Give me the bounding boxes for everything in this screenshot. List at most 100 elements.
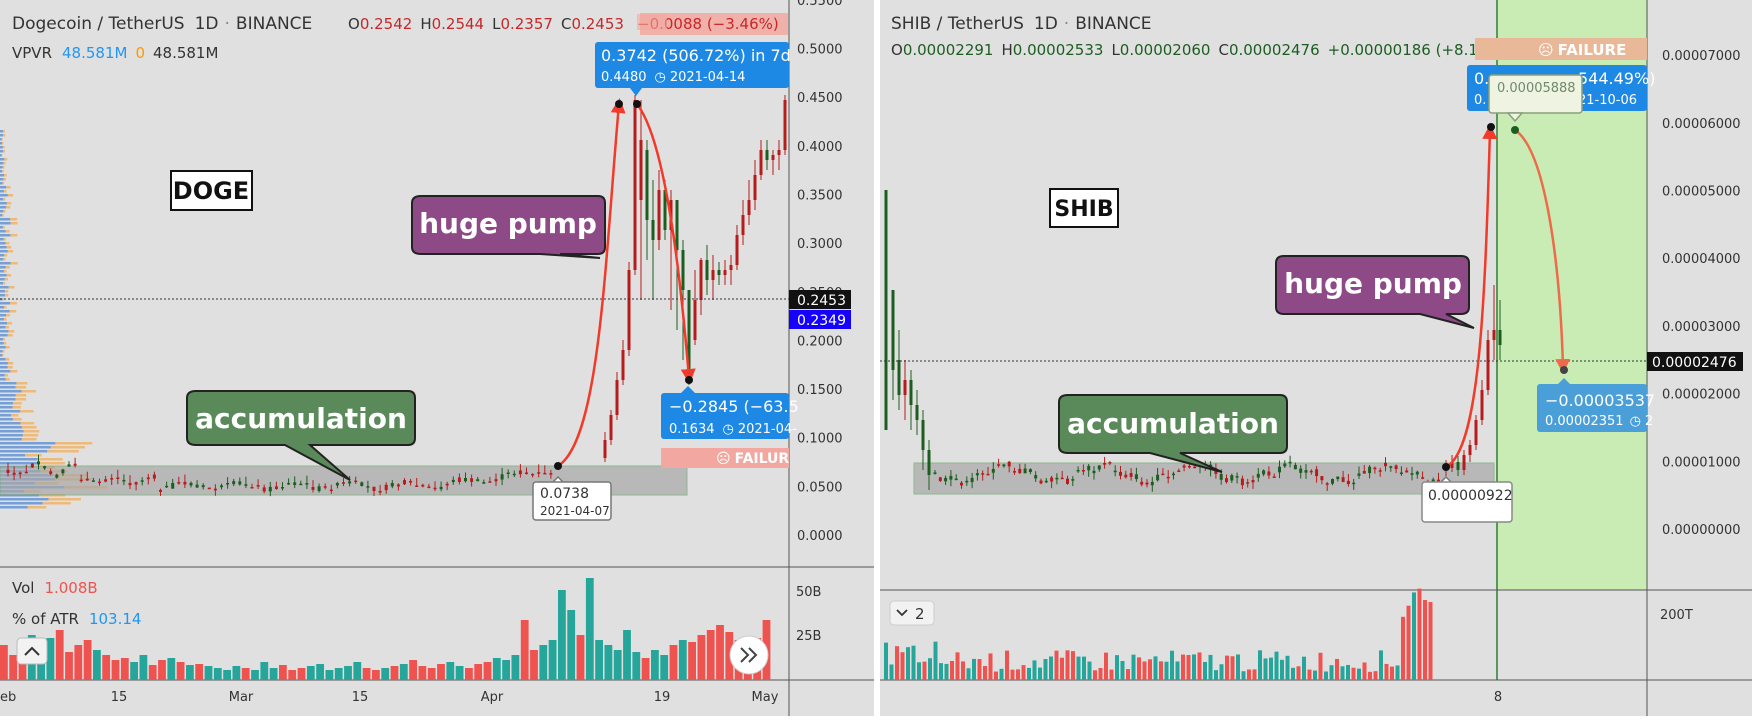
shib-candle-body — [1182, 465, 1186, 468]
doge-volume-bar — [660, 655, 669, 680]
shib-volume-bar — [1274, 651, 1279, 680]
shib-candle-body — [884, 190, 888, 430]
shib-ticker-box — [1049, 188, 1119, 228]
doge-profile-bar — [0, 206, 7, 209]
shib-candle-body — [1352, 482, 1356, 485]
doge-profile-bar — [21, 438, 37, 441]
shib-candle-body — [1055, 477, 1059, 480]
doge-profile-bar — [0, 134, 4, 137]
doge-profile-bar — [0, 170, 3, 173]
doge-volume-bar — [288, 670, 297, 680]
doge-profile-bar — [0, 462, 40, 465]
shib-volume-bar — [1093, 670, 1097, 680]
shib-candle-body — [1384, 462, 1387, 467]
doge-candle-body — [729, 265, 733, 270]
shib-candle-body — [933, 472, 937, 474]
doge-candle-body — [378, 490, 382, 493]
doge-volume-bar — [595, 640, 603, 680]
doge-profile-bar — [0, 214, 3, 217]
shib-volume-bar — [1208, 654, 1213, 680]
doge-candle-body — [110, 478, 114, 480]
shib-volume-bar — [1120, 661, 1125, 680]
doge-pump-arrow — [557, 98, 626, 468]
doge-profile-bar — [0, 266, 6, 269]
shib-volume-bar — [1164, 661, 1169, 680]
doge-top-label — [595, 42, 789, 88]
doge-candle-body — [250, 487, 254, 489]
doge-candle-body — [232, 481, 236, 485]
doge-profile-bar — [39, 462, 66, 465]
shib-y-tick: 0.00004000 — [1662, 252, 1741, 267]
doge-volume-bar — [632, 652, 641, 680]
shib-candle-body — [1389, 466, 1393, 468]
shib-peak-tooltip — [1488, 74, 1583, 114]
doge-candle-body — [354, 480, 358, 483]
doge-profile-bar — [3, 238, 6, 241]
shib-accumulation-callout-text: accumulation — [1067, 407, 1279, 440]
doge-profile-bar — [10, 302, 17, 305]
doge-time-axis: eb 15 Mar 15 Apr 19 May — [0, 690, 779, 705]
shib-volume-bar — [966, 668, 971, 680]
shib-candle-body — [965, 480, 969, 483]
shib-candle-body — [1251, 480, 1255, 483]
shib-y-tick: 0.00006000 — [1662, 117, 1741, 132]
doge-profile-bar — [5, 346, 10, 349]
doge-profile-bar — [2, 226, 5, 229]
doge-volume-bar — [697, 635, 706, 680]
shib-vol-axis-200t: 200T — [1660, 608, 1693, 623]
doge-profile-bar — [0, 422, 21, 425]
doge-profile-bar — [22, 434, 39, 437]
doge-candle-body — [717, 270, 721, 275]
doge-profile-bar — [0, 246, 7, 249]
doge-drop-arrow — [636, 103, 696, 384]
doge-profile-bar — [4, 158, 8, 161]
shib-pump-callout — [1275, 255, 1475, 329]
doge-volume-bar — [641, 658, 650, 680]
shib-drop-label-change: −0.00003537 — [1545, 391, 1655, 410]
doge-candle-body — [427, 486, 431, 488]
shib-last-price-text: 0.00002476 — [1652, 355, 1737, 371]
shib-volume-bar — [1186, 655, 1191, 680]
chevron-down-icon — [896, 609, 908, 617]
doge-candle-body — [464, 477, 467, 482]
doge-profile-bar — [12, 406, 21, 409]
doge-profile-bar — [0, 362, 8, 365]
shib-volume-bar — [1087, 661, 1092, 680]
shib-volume-bar — [1010, 669, 1015, 680]
doge-volume-bar — [706, 630, 715, 680]
doge-ticker-box — [170, 170, 253, 211]
doge-profile-bar — [7, 334, 13, 337]
doge-scroll-to-realtime-button[interactable] — [729, 635, 769, 675]
doge-profile-bar — [0, 174, 5, 177]
doge-volume-bar — [176, 662, 185, 680]
doge-low-label — [532, 481, 612, 521]
shib-volume-bar — [922, 661, 927, 680]
doge-profile-bar — [2, 166, 5, 169]
doge-candle-body — [699, 260, 703, 300]
doge-volume-bar — [279, 665, 287, 680]
doge-y-tick: 0.4500 — [797, 91, 843, 106]
doge-volume-bar — [725, 632, 734, 680]
shib-drop-arrow — [1514, 128, 1571, 374]
doge-profile-bar — [0, 442, 56, 445]
doge-accumulation-callout — [186, 390, 416, 481]
doge-y-tick: 0.0000 — [797, 529, 843, 544]
doge-profile-bar — [5, 378, 10, 381]
doge-candle-body — [293, 482, 297, 485]
shib-ohlc: O0.00002291 H0.00002533 L0.00002060 C0.0000… — [891, 41, 1508, 59]
doge-drop-label — [661, 393, 789, 439]
doge-volume-bar — [399, 664, 408, 680]
doge-profile-bar — [7, 366, 13, 369]
doge-profile-bar — [6, 202, 12, 205]
shib-candle-body — [1071, 479, 1075, 481]
doge-profile-bar — [4, 294, 9, 297]
shib-collapse-indicators-button[interactable]: 2 — [889, 600, 935, 626]
doge-candle-body — [621, 350, 625, 380]
shib-candle-body — [1108, 462, 1112, 464]
shib-volume-bar — [1148, 659, 1152, 680]
shib-pump-arrow — [1445, 124, 1498, 469]
shib-drop-label-details: 0.00002351 ◷ 2 — [1545, 414, 1653, 429]
doge-profile-bar — [0, 234, 11, 237]
doge-collapse-button[interactable] — [16, 637, 48, 665]
doge-y-tick: 0.1000 — [797, 432, 843, 447]
